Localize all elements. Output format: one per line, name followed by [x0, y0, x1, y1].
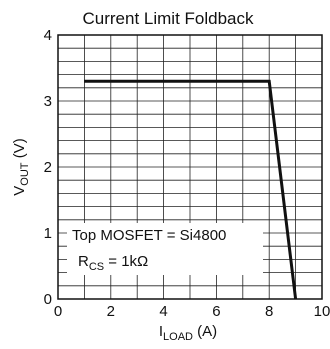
- y-tick-label: 0: [44, 291, 52, 308]
- y-axis-label: VOUT (V): [11, 138, 31, 195]
- annotation-rcs-rest: = 1kΩ: [104, 253, 148, 270]
- y-axis-label-main: V: [11, 186, 28, 196]
- y-axis-label-unit: (V): [11, 138, 28, 162]
- y-axis-label-sub: OUT: [19, 162, 31, 186]
- x-tick-label: 4: [159, 303, 167, 320]
- y-tick-label: 3: [44, 93, 52, 110]
- annotation-mosfet: Top MOSFET = Si4800: [72, 227, 226, 244]
- x-axis-label: ILOAD (A): [159, 323, 217, 343]
- x-tick-label: 2: [107, 303, 115, 320]
- annotation-rcs-main: R: [78, 253, 89, 270]
- y-tick-label: 4: [44, 27, 52, 44]
- chart-title: Current Limit Foldback: [82, 9, 254, 28]
- y-tick-label: 1: [44, 225, 52, 242]
- series-layer: [84, 79, 298, 300]
- x-axis-label-main: I: [159, 323, 163, 340]
- annotation-background: [67, 223, 263, 275]
- annotation-rcs: RCS = 1kΩ: [78, 253, 148, 273]
- x-tick-label: 8: [265, 303, 273, 320]
- y-tick-labels: 0 1 2 3 4: [44, 27, 52, 308]
- annotations: Top MOSFET = Si4800 RCS = 1kΩ: [67, 223, 263, 275]
- x-tick-labels: 0 2 4 6 8 10: [54, 303, 330, 320]
- x-tick-label: 6: [212, 303, 220, 320]
- x-tick-label: 10: [314, 303, 330, 320]
- annotation-rcs-sub: CS: [89, 261, 104, 273]
- y-tick-label: 2: [44, 159, 52, 176]
- x-axis-label-unit: (A): [193, 323, 217, 340]
- plot-frame: [57, 34, 323, 300]
- x-axis-label-sub: LOAD: [163, 331, 193, 343]
- x-tick-label: 0: [54, 303, 62, 320]
- series-line: [84, 79, 298, 300]
